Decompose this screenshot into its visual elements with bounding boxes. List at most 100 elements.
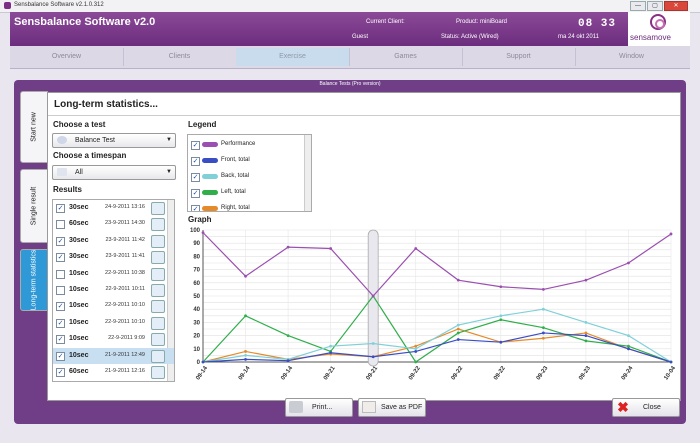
window-title: Sensbalance Software v2.1.0.312: [14, 2, 104, 8]
view-result-icon[interactable]: [151, 316, 165, 330]
data-point: [627, 334, 630, 337]
data-point: [499, 340, 503, 344]
save-pdf-button[interactable]: Save as PDF: [358, 398, 426, 417]
legend-checkbox[interactable]: ✓: [191, 173, 200, 182]
side-tab-long-term-statistics[interactable]: Long-term statistics: [20, 249, 48, 311]
printer-icon: [289, 401, 303, 413]
y-tick-label: 80: [193, 254, 200, 260]
x-tick-label: 10-04: [663, 365, 676, 382]
view-result-icon[interactable]: [151, 267, 165, 281]
result-row[interactable]: ✓ 30sec 23-9-2011 11:42: [53, 233, 174, 249]
calendar-icon: [57, 168, 67, 176]
result-checkbox[interactable]: [56, 286, 65, 295]
data-point: [329, 247, 333, 250]
legend-checkbox[interactable]: ✓: [191, 189, 200, 198]
result-row[interactable]: ✓ 10sec 22-9-2011 10:10: [53, 298, 174, 314]
result-row[interactable]: ✓ 60sec 21-9-2011 12:16: [53, 364, 174, 380]
side-tab-start-new[interactable]: Start new: [20, 91, 48, 163]
legend-item[interactable]: ✓ Back, total: [190, 170, 300, 184]
result-row[interactable]: 60sec 23-9-2011 14:30: [53, 216, 174, 232]
result-checkbox[interactable]: [56, 220, 65, 230]
view-result-icon[interactable]: [151, 251, 165, 265]
result-checkbox[interactable]: ✓: [56, 368, 65, 377]
view-result-icon[interactable]: [151, 202, 165, 215]
app-icon: [4, 2, 11, 9]
main-tabs: Overview Clients Exercise Games Support …: [10, 46, 690, 69]
result-row[interactable]: ✓ 30sec 23-9-2011 11:41: [53, 249, 174, 265]
data-point: [627, 261, 630, 265]
view-result-icon[interactable]: [151, 333, 165, 347]
legend-item[interactable]: ✓ Performance: [190, 138, 300, 152]
result-checkbox[interactable]: ✓: [56, 253, 65, 263]
legend-checkbox[interactable]: ✓: [191, 205, 200, 212]
x-tick-label: 09-21: [366, 365, 380, 382]
y-tick-label: 10: [193, 347, 200, 353]
view-result-icon[interactable]: [151, 349, 165, 363]
legend-name: Left, total: [221, 189, 246, 195]
result-checkbox[interactable]: [56, 269, 65, 279]
status-text: Status: Active (Wired): [441, 34, 499, 40]
tab-overview[interactable]: Overview: [10, 48, 124, 66]
print-button[interactable]: Print...: [285, 398, 353, 417]
close-button[interactable]: ✖ Close: [612, 398, 680, 417]
result-checkbox[interactable]: ✓: [56, 318, 65, 328]
view-result-icon[interactable]: [151, 366, 165, 379]
date-text: ma 24 okt 2011: [558, 34, 599, 40]
choose-timespan-label: Choose a timespan: [53, 151, 127, 160]
view-result-icon[interactable]: [151, 284, 165, 297]
tab-games[interactable]: Games: [349, 48, 463, 66]
result-duration: 30sec: [69, 253, 89, 261]
data-point: [584, 278, 588, 282]
x-tick-label: 09-14: [195, 365, 209, 382]
result-row[interactable]: ✓ 30sec 24-9-2011 13:16: [53, 200, 174, 216]
maximize-button[interactable]: ▢: [647, 1, 663, 11]
result-checkbox[interactable]: ✓: [56, 302, 65, 312]
tab-window[interactable]: Window: [619, 53, 644, 60]
data-point: [244, 354, 247, 357]
result-row[interactable]: 10sec 22-9-2011 10:11: [53, 282, 174, 298]
result-row[interactable]: ✓ 10sec 22-9-2011 9:09: [53, 331, 174, 347]
legend-scrollbar[interactable]: [304, 135, 311, 211]
data-point: [414, 344, 418, 348]
legend-checkbox[interactable]: ✓: [191, 157, 200, 166]
side-tab-single-result[interactable]: Single result: [20, 169, 48, 243]
view-result-icon[interactable]: [151, 300, 165, 314]
data-point: [244, 357, 247, 361]
result-checkbox[interactable]: ✓: [56, 335, 65, 345]
legend-checkbox[interactable]: ✓: [191, 141, 200, 150]
view-result-icon[interactable]: [151, 234, 165, 248]
result-checkbox[interactable]: ✓: [56, 236, 65, 246]
view-result-icon[interactable]: [151, 218, 165, 232]
close-window-button[interactable]: ✕: [664, 1, 688, 11]
result-row[interactable]: 10sec 22-9-2011 10:38: [53, 266, 174, 282]
x-tick-label: 09-22: [493, 365, 507, 382]
legend-item[interactable]: ✓ Right, total: [190, 202, 300, 212]
tab-clients[interactable]: Clients: [123, 48, 237, 66]
data-point: [584, 334, 588, 337]
legend-box: ✓ Performance ✓ Front, total ✓ Back, total ✓ Le…: [187, 134, 312, 212]
legend-swatch: [202, 158, 218, 163]
data-point: [499, 318, 503, 322]
line-chart: 0 10 20 30 40 50 60 70 80 90 100 09-14 09-14 09-14 09-…: [190, 228, 677, 382]
result-row[interactable]: ✓ 10sec 21-9-2011 12:49: [53, 347, 174, 364]
legend-swatch: [202, 142, 218, 147]
y-tick-label: 50: [193, 294, 200, 300]
results-scrollbar[interactable]: [167, 200, 174, 381]
legend-item[interactable]: ✓ Front, total: [190, 154, 300, 168]
test-select[interactable]: Balance Test ▼: [52, 133, 176, 148]
tab-support[interactable]: Support: [462, 48, 576, 66]
legend-name: Performance: [221, 141, 256, 147]
result-row[interactable]: ✓ 10sec 22-9-2011 10:10: [53, 315, 174, 331]
result-checkbox[interactable]: ✓: [56, 351, 65, 361]
data-point: [499, 285, 503, 289]
series-line: [202, 308, 672, 363]
tab-exercise[interactable]: Exercise: [236, 48, 350, 66]
minimize-button[interactable]: —: [630, 1, 646, 11]
timespan-select[interactable]: All ▼: [52, 165, 176, 180]
data-point: [244, 314, 247, 318]
result-checkbox[interactable]: ✓: [56, 204, 65, 213]
legend-item[interactable]: ✓ Left, total: [190, 186, 300, 200]
panel-header: Balance Tests (Pro version): [319, 81, 381, 87]
result-date: 24-9-2011 13:16: [105, 204, 145, 210]
data-point: [584, 331, 588, 335]
